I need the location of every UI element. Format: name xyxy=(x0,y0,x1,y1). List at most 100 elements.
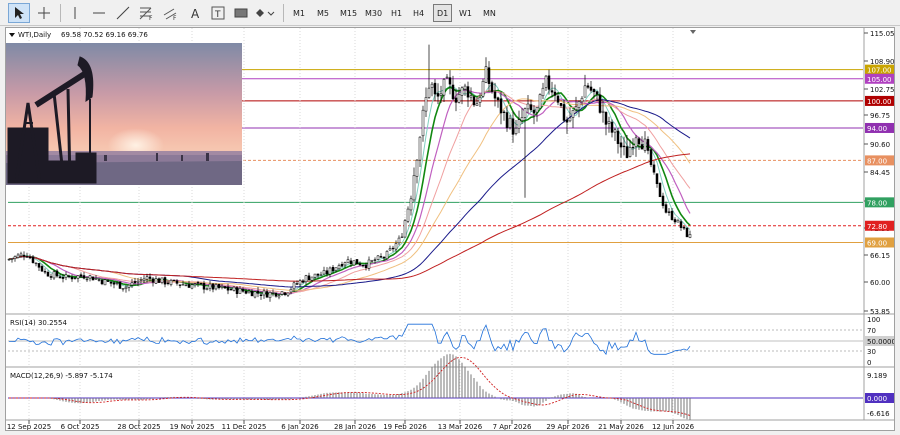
candle-body xyxy=(613,129,617,133)
candle-body xyxy=(286,292,290,296)
candle-body xyxy=(85,278,89,281)
candle-body xyxy=(31,256,35,263)
timeframe-mn-button[interactable]: MN xyxy=(483,8,496,18)
timeframe-h4-button[interactable]: H4 xyxy=(413,8,425,18)
candle-body xyxy=(277,295,281,298)
candle-body xyxy=(451,84,455,100)
candle-body xyxy=(472,96,476,106)
candle-body xyxy=(346,259,350,264)
price-level-box xyxy=(865,95,894,106)
date-label: 11 Dec 2025 xyxy=(222,423,267,430)
candle-body xyxy=(631,146,635,149)
toolbar: F F A T M1 M5 M15 M30 H1 H4 D1 W1 MN xyxy=(0,0,900,26)
timeframe-h1-button[interactable]: H1 xyxy=(391,8,403,18)
text-icon[interactable]: A xyxy=(184,3,206,23)
candle-body xyxy=(418,136,422,161)
candle-body xyxy=(121,288,125,290)
price-level-box xyxy=(865,220,894,231)
candle-body xyxy=(94,278,98,280)
candle-body xyxy=(445,76,449,79)
channel-icon[interactable]: F xyxy=(160,3,182,23)
candle-body xyxy=(499,98,503,114)
price-level-box xyxy=(865,237,894,248)
candle-body xyxy=(55,270,59,277)
candle-body xyxy=(430,83,434,88)
horizontal-line-icon[interactable] xyxy=(88,3,110,23)
candle-body xyxy=(139,279,143,281)
candle-body xyxy=(196,282,200,284)
candle-body xyxy=(634,137,638,147)
price-label: 66.15 xyxy=(870,252,890,260)
ma-5-line xyxy=(8,83,691,296)
price-level-box xyxy=(865,64,894,75)
svg-text:F: F xyxy=(149,15,153,20)
timeframe-m5-button[interactable]: M5 xyxy=(317,8,329,18)
price-level-label: 107.00 xyxy=(867,67,892,75)
candle-body xyxy=(610,121,614,133)
candle-body xyxy=(70,276,74,280)
candle-body xyxy=(382,257,386,259)
candle-body xyxy=(523,108,527,118)
candle-body xyxy=(13,256,17,259)
candle-body xyxy=(562,104,566,121)
candle-body xyxy=(163,277,167,285)
candle-body xyxy=(361,264,365,267)
svg-text:A: A xyxy=(191,7,200,20)
candle-body xyxy=(670,210,674,220)
candle-body xyxy=(490,82,494,92)
candle-body xyxy=(244,291,248,294)
candle-body xyxy=(568,117,572,122)
candle-body xyxy=(148,276,152,279)
candle-body xyxy=(496,97,500,101)
rsi-level-label: 50.0000 xyxy=(867,338,894,346)
candle-body xyxy=(682,226,686,229)
timeframe-m1-button[interactable]: M1 xyxy=(293,8,305,18)
candle-body xyxy=(493,91,497,99)
candle-body xyxy=(436,93,440,97)
candle-body xyxy=(349,260,353,264)
candle-body xyxy=(43,271,47,273)
candle-body xyxy=(37,263,41,268)
timeframe-m30-button[interactable]: M30 xyxy=(365,8,383,18)
candle-body xyxy=(688,234,692,238)
candle-body xyxy=(367,259,371,269)
candle-body xyxy=(517,119,521,129)
candle-body xyxy=(397,237,401,244)
chart-window[interactable]: 115.05108.90102.7596.7590.6084.4578.3072… xyxy=(5,27,895,431)
timeframe-m15-button[interactable]: M15 xyxy=(340,8,358,18)
candle-body xyxy=(625,146,629,159)
price-label: 60.00 xyxy=(870,279,890,287)
candle-body xyxy=(175,280,179,284)
candle-body xyxy=(541,87,545,97)
candle-body xyxy=(400,236,404,238)
candle-body xyxy=(607,121,611,124)
candle-body xyxy=(118,281,122,289)
candle-body xyxy=(256,290,260,294)
cursor-icon[interactable] xyxy=(8,3,30,23)
candle-body xyxy=(58,276,62,279)
vertical-line-icon[interactable] xyxy=(64,3,86,23)
candle-body xyxy=(460,87,464,96)
candle-body xyxy=(82,275,86,279)
candle-body xyxy=(646,139,650,151)
candle-body xyxy=(160,277,164,283)
fibonacci-icon[interactable]: F xyxy=(136,3,158,23)
candle-body xyxy=(91,276,95,281)
timeframe-w1-button[interactable]: W1 xyxy=(459,8,472,18)
candle-body xyxy=(628,147,632,157)
shapes-icon[interactable] xyxy=(254,3,276,23)
rectangle-icon[interactable] xyxy=(230,3,252,23)
label-icon[interactable]: T xyxy=(207,3,229,23)
crosshair-icon[interactable] xyxy=(33,3,55,23)
candle-body xyxy=(22,254,26,257)
price-level-box xyxy=(865,122,894,133)
rsi-level-label: 70 xyxy=(867,327,876,335)
candle-body xyxy=(619,142,623,148)
timeframe-d1-button[interactable]: D1 xyxy=(433,4,453,22)
rsi-line xyxy=(8,323,691,356)
trendline-icon[interactable] xyxy=(112,3,134,23)
candle-body xyxy=(355,259,359,265)
rsi-level-label: 30 xyxy=(867,348,876,356)
price-level-box xyxy=(865,155,894,166)
candle-body xyxy=(25,256,29,258)
